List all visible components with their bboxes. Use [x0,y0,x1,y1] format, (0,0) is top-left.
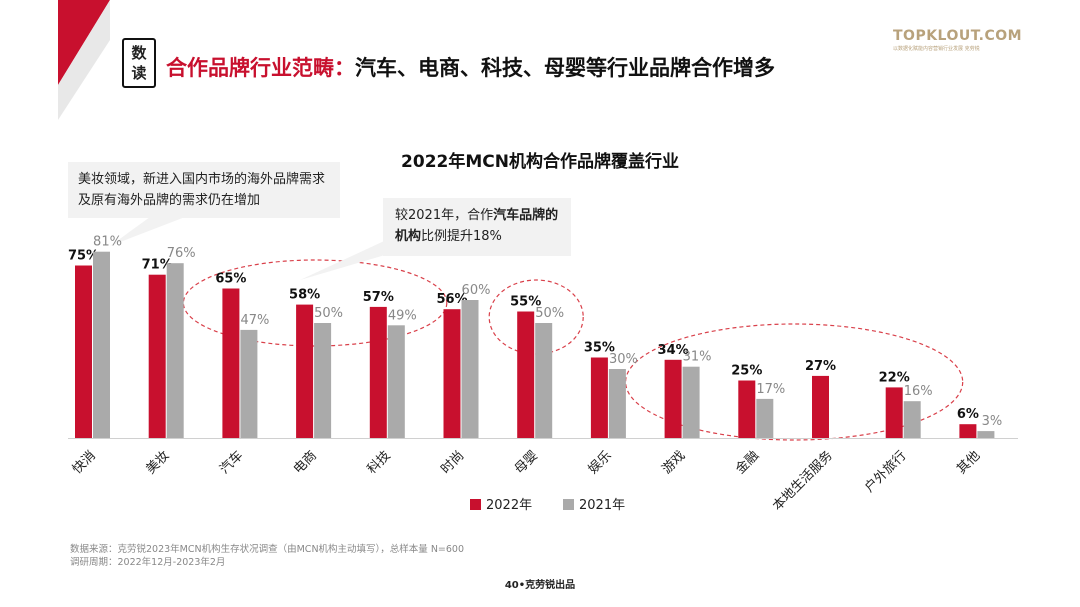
highlight-ellipse-1 [182,259,448,347]
label-2021-3: 50% [314,306,343,321]
x-tick-label-9: 金融 [732,448,762,478]
badge-char-2: 读 [131,64,147,82]
bar-2022-6 [517,311,535,438]
bar-2021-8 [682,366,700,438]
bar-2022-9 [738,380,756,438]
brand-logo: TOPKLOUT.COM 以数据化赋能内容营销行业发展 克劳锐 [893,28,1023,52]
auto-callout-prefix: 较2021年，合作 [395,208,494,223]
label-2021-2: 47% [240,313,269,328]
bar-2022-0 [75,265,92,438]
source-text: 数据来源：克劳锐2023年MCN机构生存状况调查（由MCN机构主动填写），总样本… [70,544,465,555]
x-tick-label-7: 娱乐 [586,448,615,477]
label-2021-4: 49% [388,308,417,323]
bar-2021-0 [93,251,110,438]
auto-callout-bold: 汽车品牌的机构 [395,208,559,244]
label-2022-4: 57% [363,290,394,305]
label-2022-12: 6% [957,407,979,422]
bar-2021-12 [977,431,995,438]
label-2022-0: 75% [68,249,99,264]
x-tick-label-1: 美妆 [144,448,173,477]
bar-2022-5 [443,309,461,438]
x-tick-label-6: 母婴 [512,448,541,477]
section-badge: 数 读 [122,38,156,88]
bar-2021-5 [461,300,479,438]
data-source-note: 数据来源：克劳锐2023年MCN机构生存状况调查（由MCN机构主动填写），总样本… [70,543,464,569]
x-tick-label-8: 游戏 [659,448,688,477]
label-2021-0: 81% [93,235,122,250]
legend-label-2021: 2021年 [579,498,625,513]
logo-wordmark: TOPKLOUT.COM [893,28,1023,44]
label-2022-8: 34% [658,343,689,358]
x-tick-label-4: 科技 [365,448,394,477]
page-title: 合作品牌行业范畴：汽车、电商、科技、母婴等行业品牌合作增多 [166,52,775,82]
bar-2022-2 [222,288,240,438]
x-tick-label-3: 电商 [291,448,320,477]
beauty-callout-text: 美妆领域，新进入国内市场的海外品牌需求及原有海外品牌的需求仍在增加 [78,172,326,208]
bar-2021-1 [166,263,184,438]
label-2021-8: 31% [683,350,712,365]
label-2021-7: 30% [609,352,638,367]
bar-2022-10 [812,375,829,438]
label-2021-1: 76% [167,246,196,261]
page-title-highlight: 合作品牌行业范畴： [166,56,355,80]
bar-2022-7 [590,357,608,438]
corner-decoration [58,0,110,120]
auto-callout-suffix: 比例提升18% [421,229,502,244]
badge-char-1: 数 [131,44,147,62]
chart-title: 2022年MCN机构合作品牌覆盖行业 [401,152,679,172]
bar-2021-2 [240,329,258,438]
label-2021-11: 16% [904,384,933,399]
legend-swatch-2022 [470,499,481,510]
label-2022-1: 71% [142,258,173,273]
bar-2022-12 [959,424,977,438]
bar-2021-4 [387,325,405,438]
label-2022-3: 58% [289,288,320,303]
legend-swatch-2021 [563,499,574,510]
label-2021-5: 60% [462,283,491,298]
bar-2022-11 [885,387,903,438]
page-title-rest: 汽车、电商、科技、母婴等行业品牌合作增多 [355,56,775,80]
label-2022-10: 27% [805,359,836,374]
label-2022-7: 35% [584,341,615,356]
bar-2021-3 [314,323,332,438]
bar-2021-6 [535,323,553,438]
bar-2021-7 [608,369,626,438]
beauty-callout-pointer [110,217,185,246]
logo-tagline: 以数据化赋能内容营销行业发展 克劳锐 [893,46,980,52]
x-tick-label-2: 汽车 [217,448,247,478]
x-tick-label-5: 时尚 [438,448,467,477]
legend-label-2022: 2022年 [486,498,532,513]
bar-2022-3 [296,304,314,438]
label-2022-2: 65% [215,272,246,287]
label-2021-9: 17% [756,382,785,397]
bar-2022-4 [369,306,387,438]
label-2022-5: 56% [436,292,467,307]
label-2021-6: 50% [535,306,564,321]
x-tick-label-10: 本地生活服务 [769,448,835,514]
period-text: 调研周期：2022年12月-2023年2月 [70,557,226,568]
page-number: 40•克劳锐出品 [504,580,576,591]
x-tick-label-0: 快消 [70,448,99,477]
auto-callout: 较2021年，合作汽车品牌的机构比例提升18% [383,198,571,256]
auto-callout-pointer [300,236,395,280]
x-tick-label-11: 户外旅行 [861,448,909,496]
bar-2022-8 [664,359,682,438]
bar-2021-11 [903,401,921,438]
label-2022-11: 22% [879,370,910,385]
label-2022-6: 55% [510,295,541,310]
beauty-callout: 美妆领域，新进入国内市场的海外品牌需求及原有海外品牌的需求仍在增加 [68,162,340,218]
label-2021-12: 3% [982,414,1003,429]
bar-2021-9 [756,398,774,438]
label-2022-9: 25% [731,364,762,379]
x-tick-label-12: 其他 [954,448,983,477]
bar-2022-1 [148,274,166,438]
